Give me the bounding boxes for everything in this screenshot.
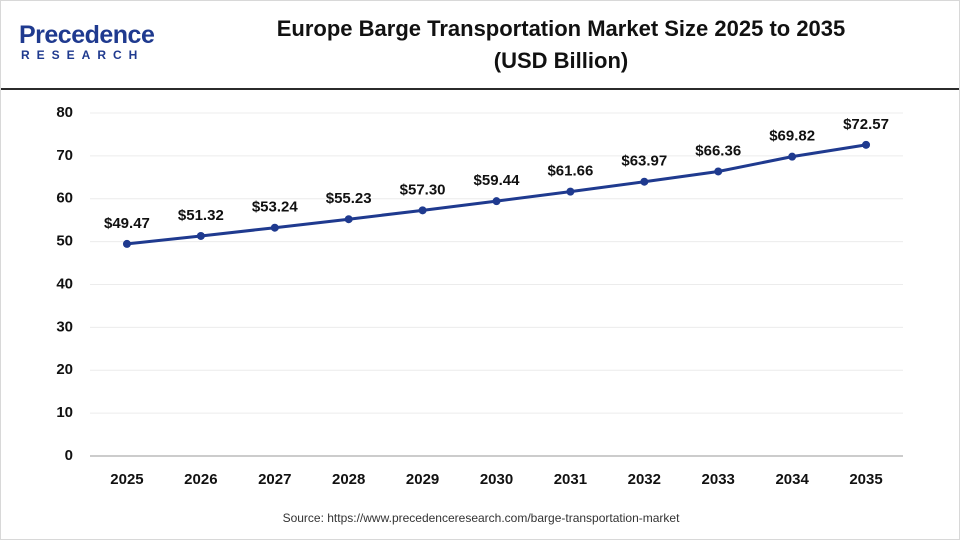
y-tick-label: 80	[56, 104, 73, 121]
header: Precedence RESEARCH Europe Barge Transpo…	[1, 1, 959, 90]
value-label: $72.57	[843, 116, 889, 133]
y-tick-label: 70	[56, 147, 73, 164]
x-tick-label: 2035	[849, 471, 882, 488]
x-tick-label: 2032	[628, 471, 661, 488]
value-label: $59.44	[474, 172, 521, 189]
logo-tagline: RESEARCH	[21, 48, 145, 62]
x-tick-label: 2031	[554, 471, 587, 488]
y-tick-label: 50	[56, 233, 73, 250]
point	[122, 239, 131, 248]
value-label: $66.36	[695, 142, 741, 159]
x-tick-label: 2028	[332, 471, 365, 488]
y-tick-label: 20	[56, 361, 73, 378]
y-tick-label: 0	[65, 447, 73, 464]
value-label: $51.32	[178, 207, 224, 224]
line	[126, 143, 867, 246]
y-tick-label: 30	[56, 318, 73, 335]
x-tick-label: 2026	[184, 471, 217, 488]
value-label: $53.24	[252, 199, 299, 216]
point	[418, 206, 427, 215]
y-tick-label: 60	[56, 190, 73, 207]
value-label: $69.82	[769, 128, 815, 145]
point	[788, 152, 797, 161]
x-tick-label: 2025	[110, 471, 143, 488]
point	[640, 177, 649, 186]
x-tick-label: 2034	[775, 471, 809, 488]
value-label: $63.97	[621, 153, 667, 170]
x-tick-label: 2029	[406, 471, 439, 488]
value-label: $49.47	[104, 215, 150, 232]
point	[566, 187, 575, 196]
value-label: $61.66	[547, 163, 593, 180]
point	[196, 231, 205, 240]
value-label: $55.23	[326, 190, 372, 207]
logo-name: Precedence	[19, 21, 155, 49]
y-tick-label: 40	[56, 275, 73, 292]
x-tick-label: 2033	[702, 471, 735, 488]
point	[714, 167, 723, 176]
y-tick-label: 10	[56, 404, 73, 421]
x-tick-label: 2030	[480, 471, 513, 488]
source: Source: https://www.precedenceresearch.c…	[283, 511, 681, 525]
point	[344, 215, 353, 224]
chart-title: Europe Barge Transportation Market Size …	[276, 16, 846, 73]
point	[492, 197, 501, 206]
x-tick-label: 2027	[258, 471, 291, 488]
point	[270, 223, 279, 232]
point	[862, 140, 871, 149]
value-label: $57.30	[400, 181, 446, 198]
